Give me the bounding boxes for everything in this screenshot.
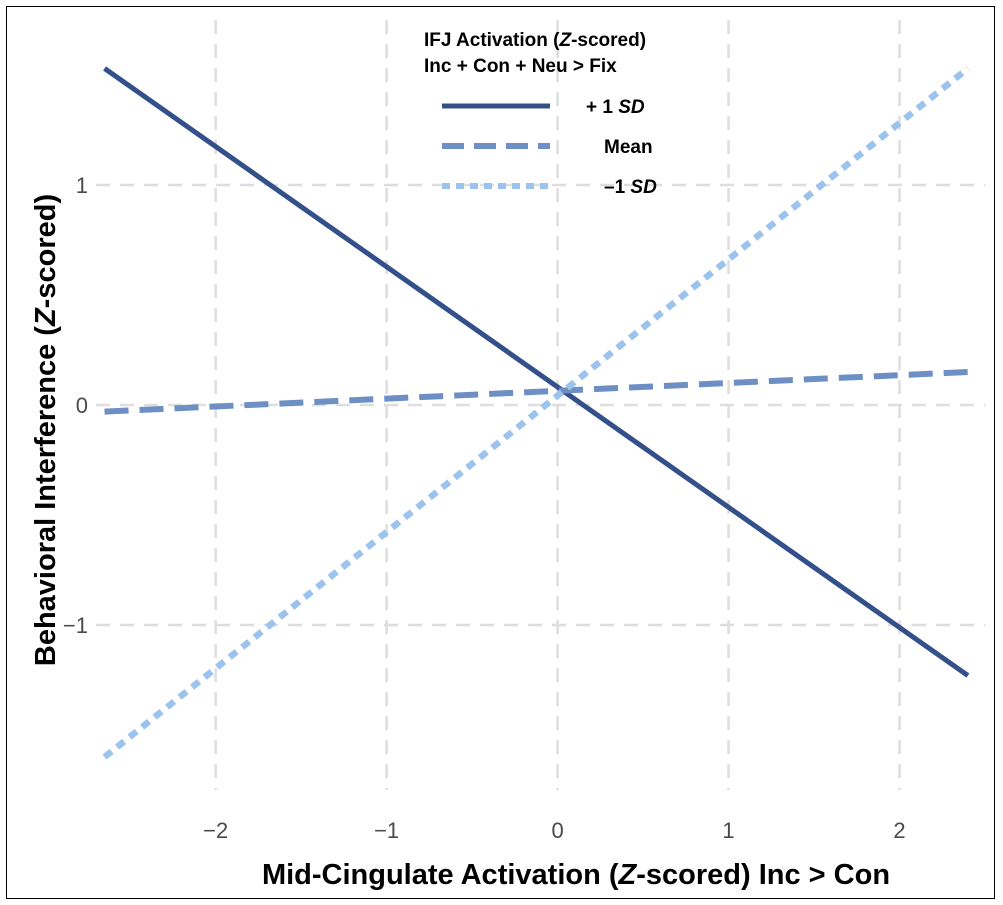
x-tick-label: 2 — [893, 818, 905, 843]
legend: IFJ Activation (Z-scored) Inc + Con + Ne… — [424, 30, 657, 198]
y-axis-title: Behavioral Interference (Z-scored) — [30, 194, 62, 666]
legend-label-minus-1sd: –1 SD — [604, 177, 657, 198]
series-line-minus-1sd — [102, 65, 970, 760]
y-tick-label: 1 — [76, 173, 88, 198]
series-line-mean — [104, 369, 969, 415]
series-lines — [102, 65, 970, 760]
legend-title-line-2: Inc + Con + Neu > Fix — [424, 56, 617, 77]
x-tick-label: −2 — [203, 818, 228, 843]
x-tick-label: 1 — [722, 818, 734, 843]
tick-labels: −2 −1 0 1 2 −1 0 1 — [63, 173, 906, 843]
x-tick-label: −1 — [374, 818, 399, 843]
series-line-plus-1sd — [103, 66, 970, 678]
y-tick-label: 0 — [76, 393, 88, 418]
chart-frame — [6, 6, 995, 899]
y-tick-label: −1 — [63, 613, 88, 638]
legend-label-mean: Mean — [604, 137, 653, 158]
x-axis-title: Mid-Cingulate Activation (Z-scored) Inc … — [262, 859, 890, 891]
x-tick-label: 0 — [551, 818, 563, 843]
legend-title-line-1: IFJ Activation (Z-scored) — [424, 30, 646, 51]
legend-label-plus-1sd: + 1 SD — [586, 97, 645, 118]
